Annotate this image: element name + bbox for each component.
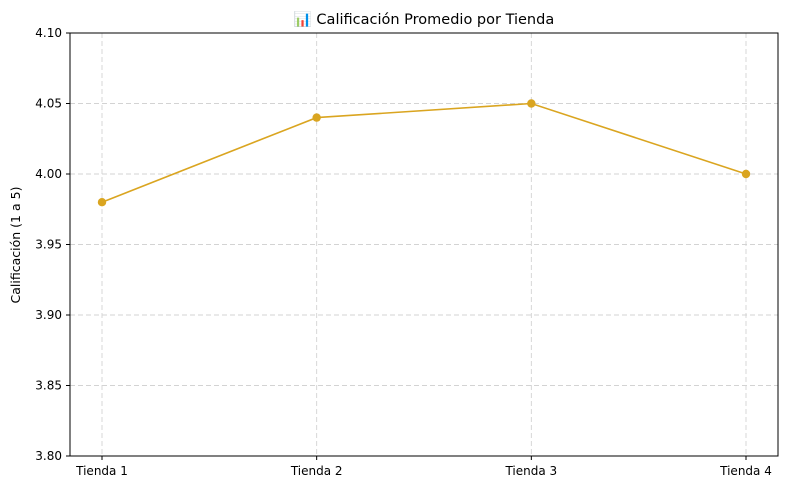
x-tick-label: Tienda 1 [75, 464, 128, 478]
y-tick-label: 3.90 [35, 308, 62, 322]
x-tick-label: Tienda 3 [504, 464, 557, 478]
data-point-marker [527, 99, 536, 108]
y-tick-label: 3.80 [35, 449, 62, 463]
chart-title: 📊 Calificación Promedio por Tienda [294, 10, 554, 28]
y-tick-label: 4.05 [35, 97, 62, 111]
y-axis-label: Calificación (1 a 5) [8, 187, 23, 304]
y-tick-label: 4.00 [35, 167, 62, 181]
data-point-marker [741, 169, 751, 179]
y-tick-label: 3.95 [35, 238, 62, 252]
series-layer [97, 99, 751, 207]
tick-layer: 3.80 3.85 3.90 3.95 4.00 4.05 4.10 Tienda 1 Tien… [35, 26, 772, 478]
plot-area-frame [69, 32, 779, 457]
y-tick-label: 3.85 [35, 379, 62, 393]
grid-layer [70, 32, 778, 457]
y-tick-label: 4.10 [35, 26, 62, 40]
x-tick-label: Tienda 2 [290, 464, 343, 478]
series-line [101, 102, 747, 203]
data-point-marker [97, 198, 107, 207]
data-point-marker [312, 113, 321, 122]
x-tick-label: Tienda 4 [719, 464, 772, 478]
